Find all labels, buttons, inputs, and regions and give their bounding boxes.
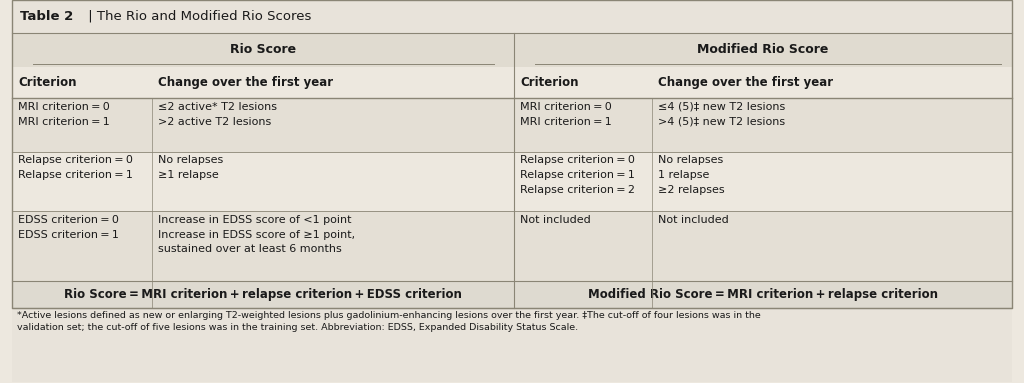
Text: Increase in EDSS score of <1 point
Increase in EDSS score of ≥1 point,
sustained: Increase in EDSS score of <1 point Incre… [158, 215, 355, 254]
Text: ≤4 (5)‡ new T2 lesions
>4 (5)‡ new T2 lesions: ≤4 (5)‡ new T2 lesions >4 (5)‡ new T2 le… [658, 102, 785, 127]
Text: Rio Score = MRI criterion + relapse criterion + EDSS criterion: Rio Score = MRI criterion + relapse crit… [65, 288, 462, 301]
FancyBboxPatch shape [12, 309, 1012, 382]
FancyBboxPatch shape [12, 67, 1012, 98]
Text: No relapses
≥1 relapse: No relapses ≥1 relapse [158, 155, 223, 180]
Text: *Active lesions defined as new or enlarging T2-weighted lesions plus gadolinium-: *Active lesions defined as new or enlarg… [17, 311, 761, 332]
Text: Table 2: Table 2 [20, 10, 74, 23]
FancyBboxPatch shape [12, 211, 1012, 281]
Text: MRI criterion = 0
MRI criterion = 1: MRI criterion = 0 MRI criterion = 1 [18, 102, 111, 127]
Text: EDSS criterion = 0
EDSS criterion = 1: EDSS criterion = 0 EDSS criterion = 1 [18, 215, 120, 240]
Text: Criterion: Criterion [520, 76, 579, 89]
Text: Change over the first year: Change over the first year [658, 76, 834, 89]
FancyBboxPatch shape [12, 0, 1012, 33]
Text: Not included: Not included [658, 215, 729, 225]
Text: Modified Rio Score: Modified Rio Score [697, 43, 828, 56]
Text: ≤2 active* T2 lesions
>2 active T2 lesions: ≤2 active* T2 lesions >2 active T2 lesio… [158, 102, 276, 127]
Text: MRI criterion = 0
MRI criterion = 1: MRI criterion = 0 MRI criterion = 1 [520, 102, 612, 127]
Text: | The Rio and Modified Rio Scores: | The Rio and Modified Rio Scores [84, 10, 311, 23]
Text: Relapse criterion = 0
Relapse criterion = 1: Relapse criterion = 0 Relapse criterion … [18, 155, 133, 180]
Text: Modified Rio Score = MRI criterion + relapse criterion: Modified Rio Score = MRI criterion + rel… [588, 288, 938, 301]
FancyBboxPatch shape [12, 98, 1012, 152]
Text: Rio Score: Rio Score [230, 43, 296, 56]
FancyBboxPatch shape [514, 33, 1012, 67]
Text: Not included: Not included [520, 215, 591, 225]
Text: Criterion: Criterion [18, 76, 77, 89]
FancyBboxPatch shape [12, 33, 514, 67]
Text: No relapses
1 relapse
≥2 relapses: No relapses 1 relapse ≥2 relapses [658, 155, 725, 195]
Text: Change over the first year: Change over the first year [158, 76, 333, 89]
FancyBboxPatch shape [12, 281, 1012, 308]
FancyBboxPatch shape [12, 152, 1012, 211]
Text: Relapse criterion = 0
Relapse criterion = 1
Relapse criterion = 2: Relapse criterion = 0 Relapse criterion … [520, 155, 635, 195]
